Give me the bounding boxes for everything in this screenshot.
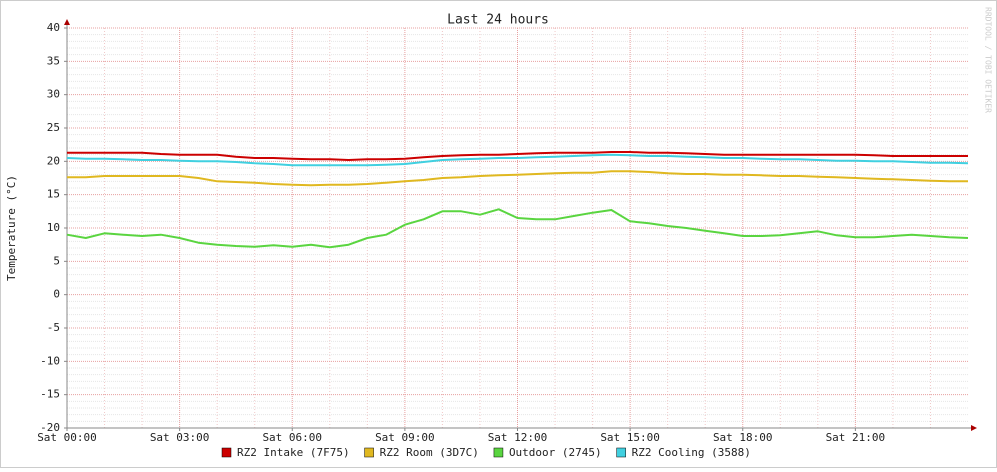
axis-arrow [64, 19, 70, 25]
y-tick-label: -5 [47, 321, 60, 334]
y-tick-label: 25 [47, 121, 60, 134]
y-tick-label: -10 [40, 354, 60, 367]
legend-label: RZ2 Room (3D7C) [380, 446, 479, 459]
legend-swatch [221, 447, 232, 458]
legend-label: Outdoor (2745) [509, 446, 602, 459]
y-tick-label: 35 [47, 54, 60, 67]
y-tick-label: 30 [47, 88, 60, 101]
y-axis-label: Temperature (°C) [5, 175, 18, 281]
legend-swatch [616, 447, 626, 458]
x-tick-label: Sat 12:00 [488, 431, 548, 444]
y-tick-label: 0 [53, 288, 60, 301]
x-tick-label: Sat 09:00 [375, 431, 435, 444]
y-tick-label: 10 [47, 221, 60, 234]
axis-arrow [971, 425, 977, 431]
y-tick-label: 40 [47, 21, 60, 34]
legend-swatch [364, 447, 374, 458]
series-line [66, 208, 969, 249]
legend-label: RZ2 Cooling (3588) [632, 446, 751, 459]
y-tick-label: 15 [47, 188, 60, 201]
x-tick-label: Sat 15:00 [600, 431, 660, 444]
legend-swatch [493, 447, 504, 458]
chart-title: Last 24 hours [447, 13, 549, 28]
watermark: RRDTOOL / TOBI OETIKER [984, 7, 993, 113]
series-line [67, 170, 968, 187]
y-tick-label: 5 [53, 254, 60, 267]
y-tick-label: -15 [40, 388, 60, 401]
x-tick-label: Sat 03:00 [150, 431, 210, 444]
series-line [66, 153, 969, 167]
y-tick-label: 20 [47, 154, 60, 167]
x-tick-label: Sat 06:00 [262, 431, 322, 444]
x-tick-label: Sat 21:00 [826, 431, 886, 444]
series-line [67, 151, 968, 161]
legend-label: RZ2 Intake (7F75) [237, 446, 350, 459]
y-tick-label: -20 [40, 421, 60, 434]
x-tick-label: Sat 18:00 [713, 431, 773, 444]
x-tick-label: Sat 00:00 [37, 431, 97, 444]
